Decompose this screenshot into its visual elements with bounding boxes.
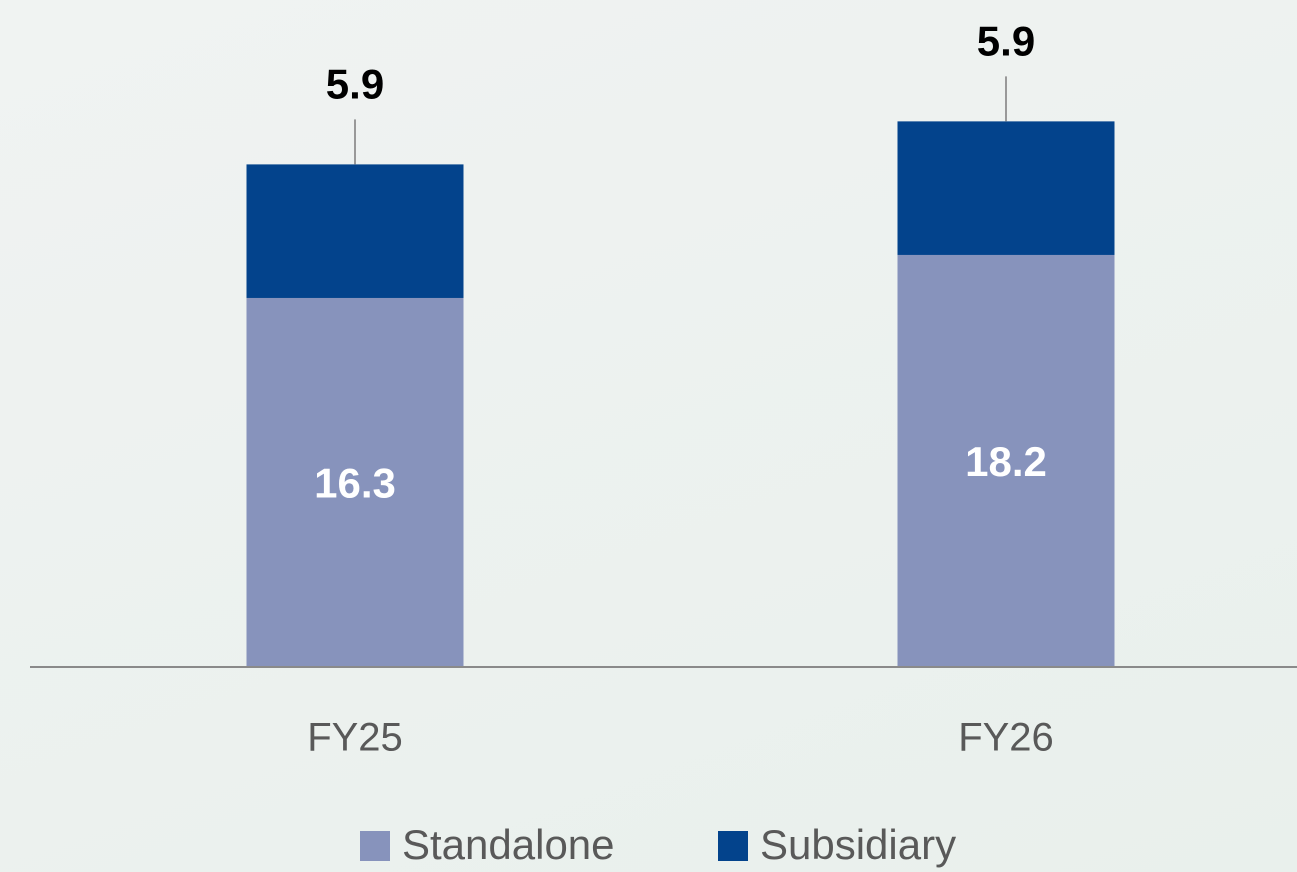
data-label: 18.2: [965, 438, 1047, 485]
legend-label: Standalone: [402, 821, 615, 868]
data-label: 16.3: [314, 460, 396, 507]
legend-label: Subsidiary: [760, 821, 956, 868]
x-tick-label: FY25: [307, 716, 403, 760]
bar-segment: [246, 297, 464, 667]
x-tick-label: FY26: [958, 716, 1054, 760]
bar-segment: [897, 254, 1115, 667]
data-label: 5.9: [977, 17, 1035, 64]
data-label: 5.9: [326, 60, 384, 107]
legend-swatch: [360, 831, 390, 861]
bar-segment: [246, 164, 464, 298]
legend-swatch: [718, 831, 748, 861]
bar-segment: [897, 121, 1115, 255]
